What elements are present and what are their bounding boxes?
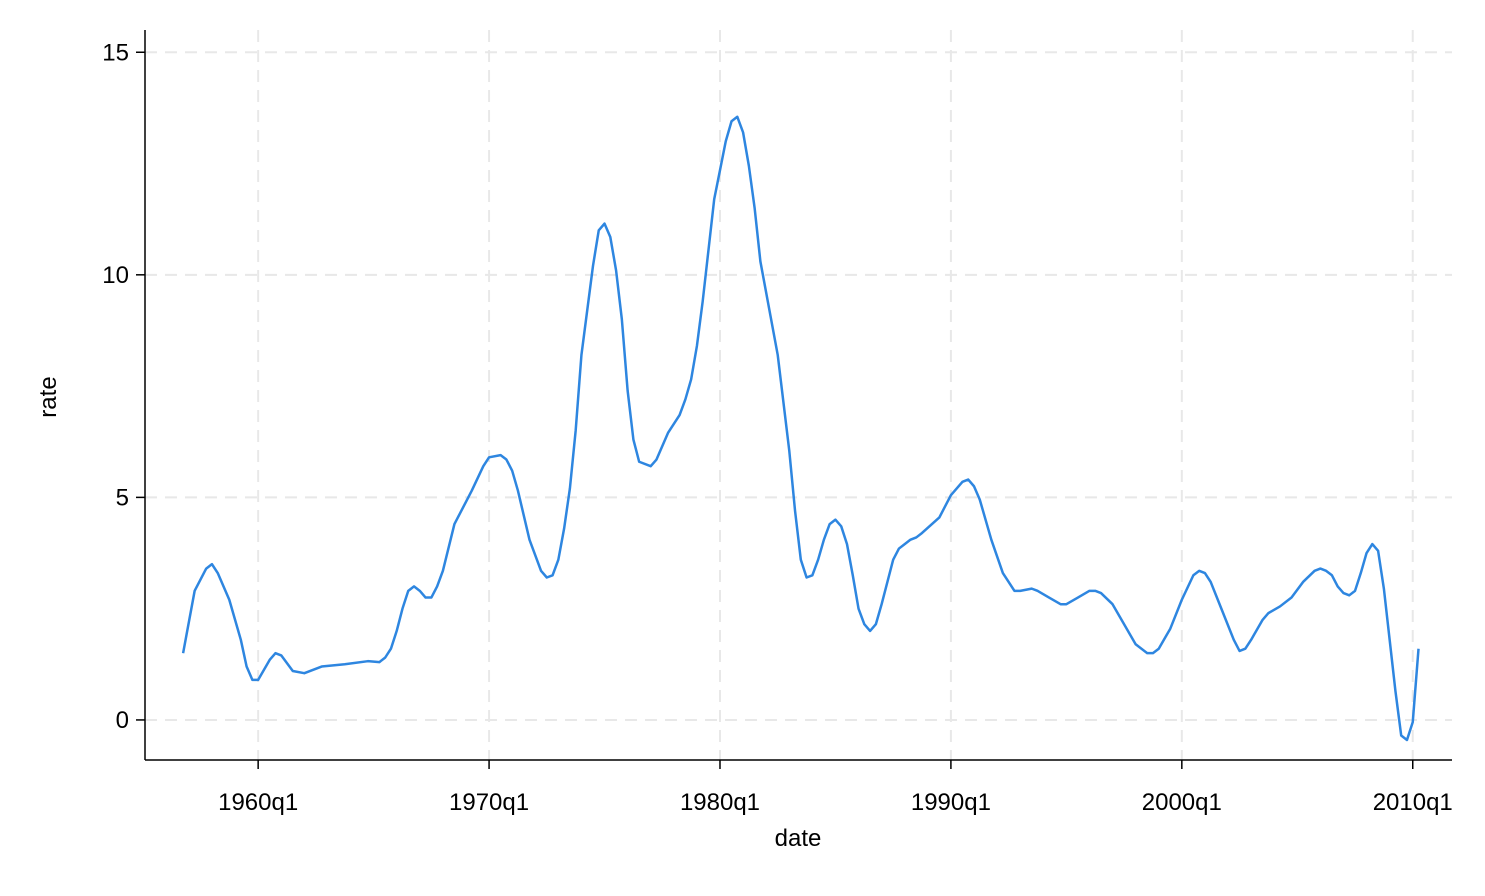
x-tick-label: 2010q1	[1373, 789, 1453, 816]
y-axis-label: rate	[35, 376, 62, 417]
x-tick-label: 1980q1	[680, 789, 760, 816]
x-tick-label: 2000q1	[1142, 789, 1222, 816]
y-tick-label: 5	[116, 484, 129, 511]
data-line	[181, 115, 1420, 742]
y-tick-label: 15	[102, 39, 129, 66]
x-tick-label: 1970q1	[449, 789, 529, 816]
x-tick-label: 1990q1	[911, 789, 991, 816]
y-tick-label: 0	[116, 707, 129, 734]
x-tick-label: 1960q1	[218, 789, 298, 816]
x-axis-label: date	[775, 825, 822, 852]
y-tick-label: 10	[102, 262, 129, 289]
